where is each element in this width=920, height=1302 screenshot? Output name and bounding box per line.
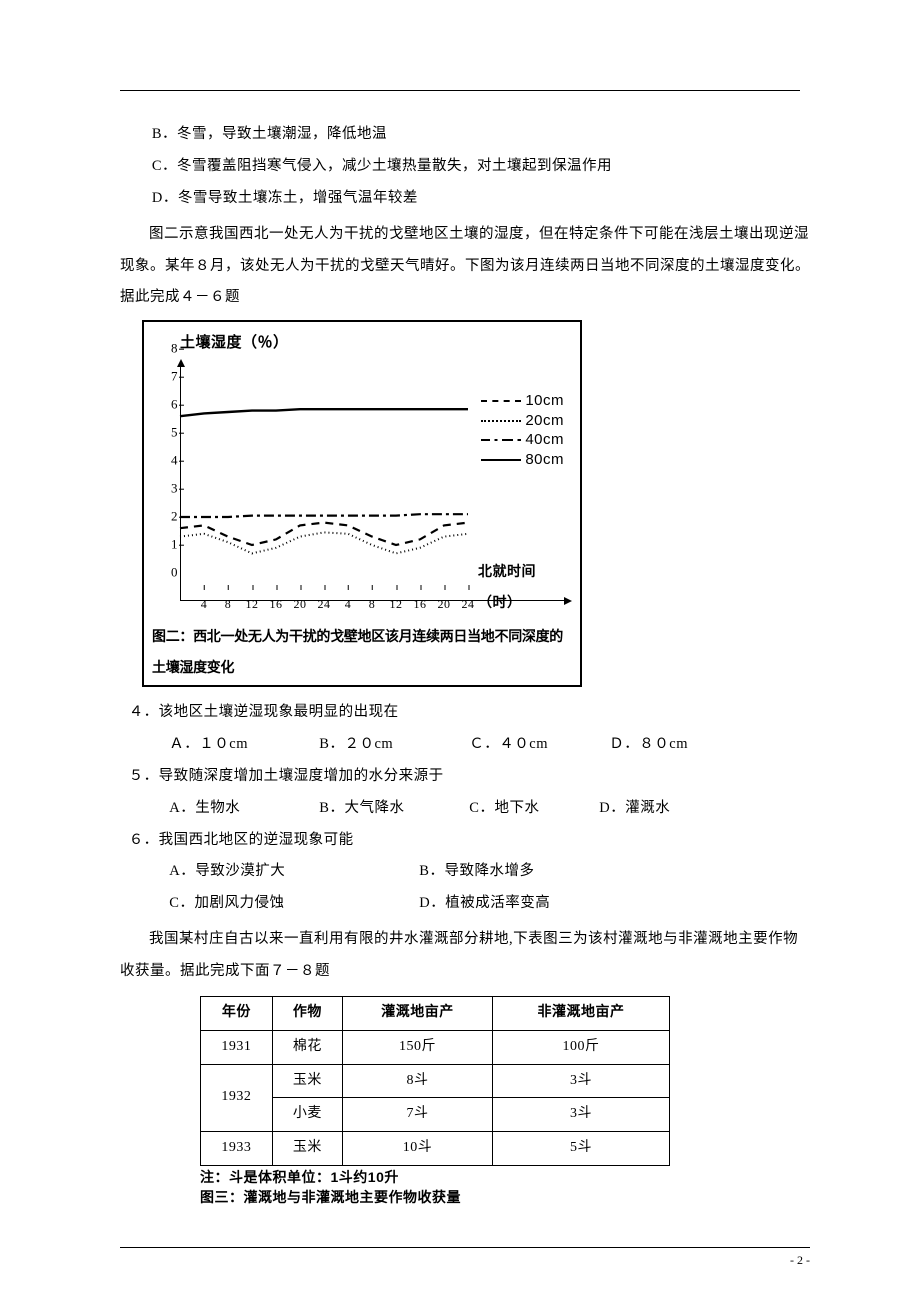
table-header-row: 年份 作物 灌溉地亩产 非灌溉地亩产 [201, 996, 670, 1030]
bottom-rule [120, 1247, 810, 1248]
prev-option-d: D．冬雪导致土壤冻土，增强气温年较差 [120, 183, 810, 215]
chart-lines [152, 361, 572, 619]
q6-stem: ６．我国西北地区的逆湿现象可能 [120, 825, 810, 857]
q5-opt-b: B．大气降水 [319, 793, 469, 825]
q5-options: A．生物水 B．大气降水 C．地下水 D．灌溉水 [120, 793, 810, 825]
y-tick: 8 [164, 334, 178, 363]
th-year: 年份 [201, 996, 273, 1030]
chart-area: 0 1 2 3 4 5 6 7 8 4 8 12 16 20 24 4 8 12… [152, 361, 572, 619]
table-note-2: 图三：灌溉地与非灌溉地主要作物收获量 [200, 1188, 810, 1206]
q6-options-row1: A．导致沙漠扩大 B．导致降水增多 [120, 856, 810, 888]
body: B．冬雪，导致土壤潮湿，降低地温 C．冬雪覆盖阻挡寒气侵入，减少土壤热量散失，对… [120, 119, 810, 1206]
q5-opt-a: A．生物水 [169, 793, 319, 825]
q6-opt-d: D．植被成活率变高 [419, 888, 550, 920]
page-number: - 2 - [790, 1253, 810, 1268]
th-crop: 作物 [272, 996, 342, 1030]
intro-figure3: 我国某村庄自古以来一直利用有限的井水灌溉部分耕地,下表图三为该村灌溉地与非灌溉地… [120, 924, 810, 988]
q4-stem: ４．该地区土壤逆湿现象最明显的出现在 [120, 697, 810, 729]
figure-2-caption: 图二：西北一处无人为干扰的戈壁地区该月连续两日当地不同深度的土壤湿度变化 [152, 619, 572, 683]
q5-opt-d: D．灌溉水 [599, 793, 670, 825]
q6-opt-c: C．加剧风力侵蚀 [169, 888, 419, 920]
q6-options-row2: C．加剧风力侵蚀 D．植被成活率变高 [120, 888, 810, 920]
prev-option-b: B．冬雪，导致土壤潮湿，降低地温 [120, 119, 810, 151]
q5-stem: ５．导致随深度增加土壤湿度增加的水分来源于 [120, 761, 810, 793]
figure-3-table: 年份 作物 灌溉地亩产 非灌溉地亩产 1931 棉花 150斤 100斤 193… [200, 996, 670, 1166]
q6-opt-a: A．导致沙漠扩大 [169, 856, 419, 888]
prev-option-c: C．冬雪覆盖阻挡寒气侵入，减少土壤热量散失，对土壤起到保温作用 [120, 151, 810, 183]
page: B．冬雪，导致土壤潮湿，降低地温 C．冬雪覆盖阻挡寒气侵入，减少土壤热量散失，对… [0, 0, 920, 1302]
table-row: 1933 玉米 10斗 5斗 [201, 1132, 670, 1166]
q4-options: Ａ．１０cm B．２０cm Ｃ．４０cm Ｄ．８０cm [120, 729, 810, 761]
chart-y-title: 土壤湿度（％） [152, 326, 572, 361]
q5-opt-c: C．地下水 [469, 793, 599, 825]
yield-table: 年份 作物 灌溉地亩产 非灌溉地亩产 1931 棉花 150斤 100斤 193… [200, 996, 670, 1166]
q4-opt-d: Ｄ．８０cm [609, 729, 688, 761]
table-note-1: 注：斗是体积单位：1斗约10升 [200, 1168, 810, 1186]
table-row: 1932 玉米 8斗 3斗 [201, 1064, 670, 1098]
th-non: 非灌溉地亩产 [493, 996, 670, 1030]
q6-opt-b: B．导致降水增多 [419, 856, 534, 888]
table-row: 1931 棉花 150斤 100斤 [201, 1030, 670, 1064]
figure-2: 土壤湿度（％） 0 1 2 3 4 5 6 7 8 4 8 12 [142, 320, 582, 687]
top-rule [120, 90, 800, 91]
th-irr: 灌溉地亩产 [342, 996, 492, 1030]
q4-opt-b: B．２０cm [319, 729, 469, 761]
q4-opt-c: Ｃ．４０cm [469, 729, 609, 761]
q4-opt-a: Ａ．１０cm [169, 729, 319, 761]
intro-figure2: 图二示意我国西北一处无人为干扰的戈壁地区土壤的湿度，但在特定条件下可能在浅层土壤… [120, 219, 810, 315]
